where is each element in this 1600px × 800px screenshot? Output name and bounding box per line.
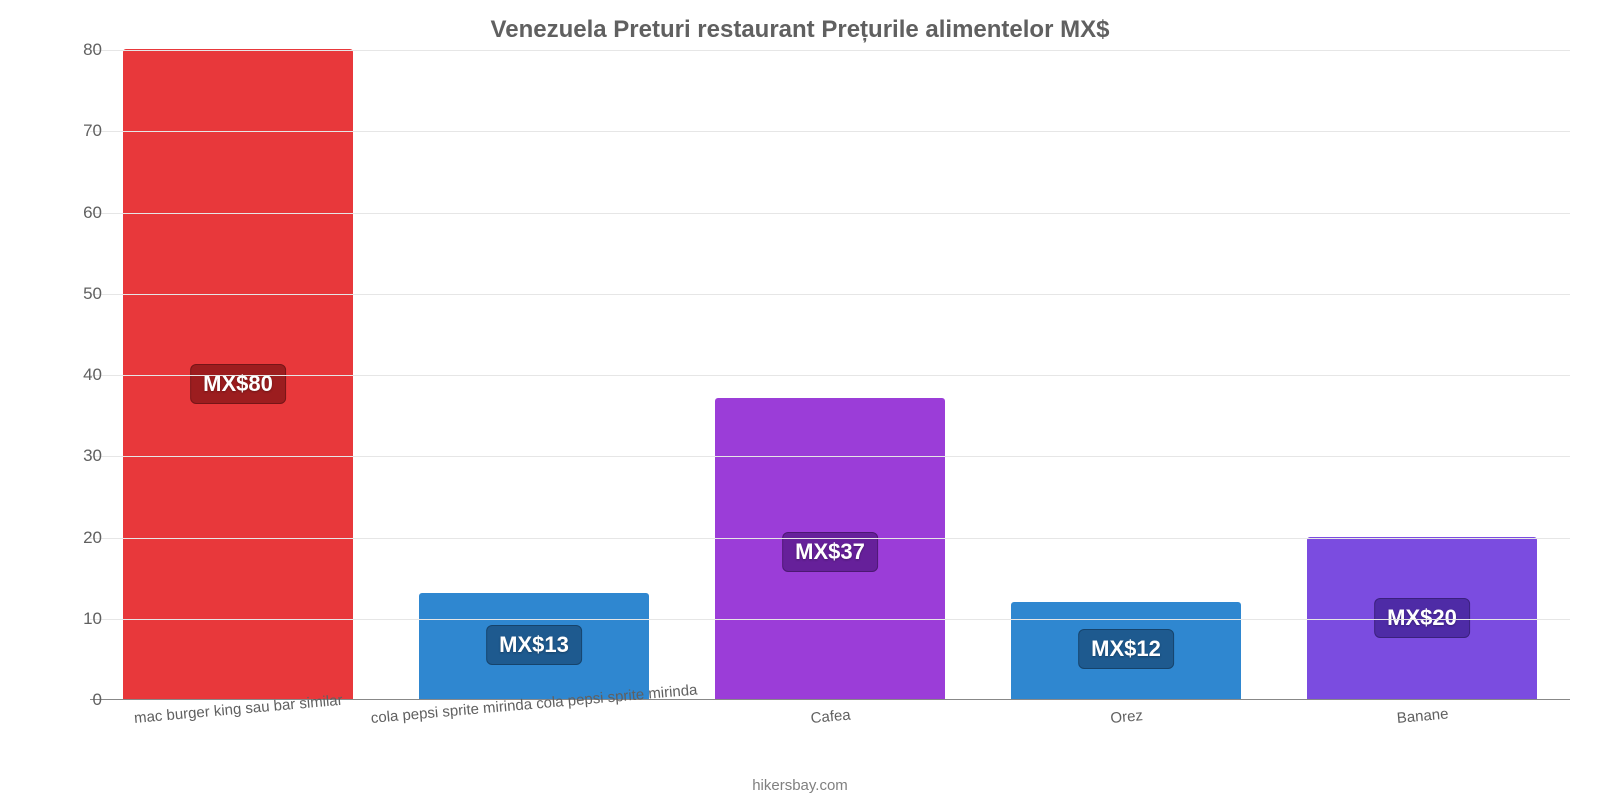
chart-container: Venezuela Preturi restaurant Prețurile a…: [0, 0, 1600, 800]
y-tick-label: 0: [22, 690, 102, 710]
x-label-slot: Cafea: [682, 702, 978, 772]
gridline: [90, 131, 1570, 132]
gridline: [90, 294, 1570, 295]
y-tick-label: 30: [22, 446, 102, 466]
x-axis-label: Banane: [1396, 705, 1449, 726]
bar-value-label: MX$13: [486, 625, 582, 665]
gridline: [90, 619, 1570, 620]
y-tick-label: 80: [22, 40, 102, 60]
gridline: [90, 538, 1570, 539]
bar: MX$12: [1011, 602, 1242, 700]
bar-value-label: MX$12: [1078, 629, 1174, 669]
bar: MX$13: [419, 593, 650, 699]
y-tick-label: 20: [22, 528, 102, 548]
x-axis-label: Cafea: [810, 707, 851, 727]
gridline: [90, 375, 1570, 376]
gridline: [90, 213, 1570, 214]
x-axis-labels: mac burger king sau bar similarcola peps…: [90, 702, 1570, 772]
bar-value-label: MX$80: [190, 364, 286, 404]
x-label-slot: Banane: [1274, 702, 1570, 772]
bar: MX$80: [123, 49, 354, 699]
y-tick-label: 50: [22, 284, 102, 304]
chart-title: Venezuela Preturi restaurant Prețurile a…: [0, 16, 1600, 44]
x-axis-label: Orez: [1110, 707, 1144, 727]
plot-area: MX$80 MX$13 MX$37 MX$12 MX$20: [90, 50, 1570, 700]
gridline: [90, 50, 1570, 51]
attribution-text: hikersbay.com: [0, 777, 1600, 794]
y-tick-label: 40: [22, 365, 102, 385]
x-label-slot: Orez: [978, 702, 1274, 772]
y-tick-label: 60: [22, 203, 102, 223]
bar: MX$20: [1307, 537, 1538, 700]
bar: MX$37: [715, 398, 946, 699]
y-tick-label: 70: [22, 121, 102, 141]
y-tick-label: 10: [22, 609, 102, 629]
x-label-slot: cola pepsi sprite mirinda cola pepsi spr…: [386, 702, 682, 772]
x-label-slot: mac burger king sau bar similar: [90, 702, 386, 772]
gridline: [90, 456, 1570, 457]
